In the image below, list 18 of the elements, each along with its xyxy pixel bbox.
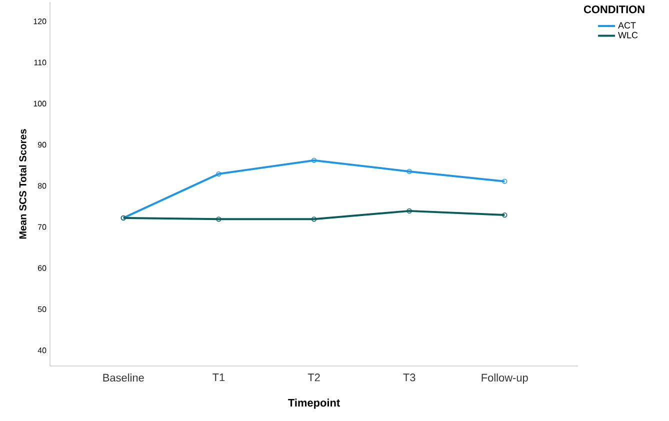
point (216, 171, 222, 177)
legend-label: ACT (618, 22, 636, 29)
x-tick-label: T3 (403, 374, 416, 382)
legend-title: CONDITION (584, 6, 644, 14)
x-axis-title: Timepoint (288, 398, 340, 409)
point (406, 168, 412, 174)
x-tick-label: Baseline (103, 374, 144, 382)
point (406, 208, 412, 214)
x-tick-label: Follow-up (482, 374, 528, 384)
point (216, 216, 222, 222)
legend-label: WLC (618, 32, 638, 38)
point (311, 158, 317, 163)
point (311, 216, 317, 222)
x-tick-label: T2 (308, 374, 320, 382)
point (502, 178, 508, 184)
point (502, 212, 508, 218)
y-axis-title: Mean SCS Total Scores (19, 129, 26, 239)
x-tick-label: T1 (212, 374, 225, 382)
